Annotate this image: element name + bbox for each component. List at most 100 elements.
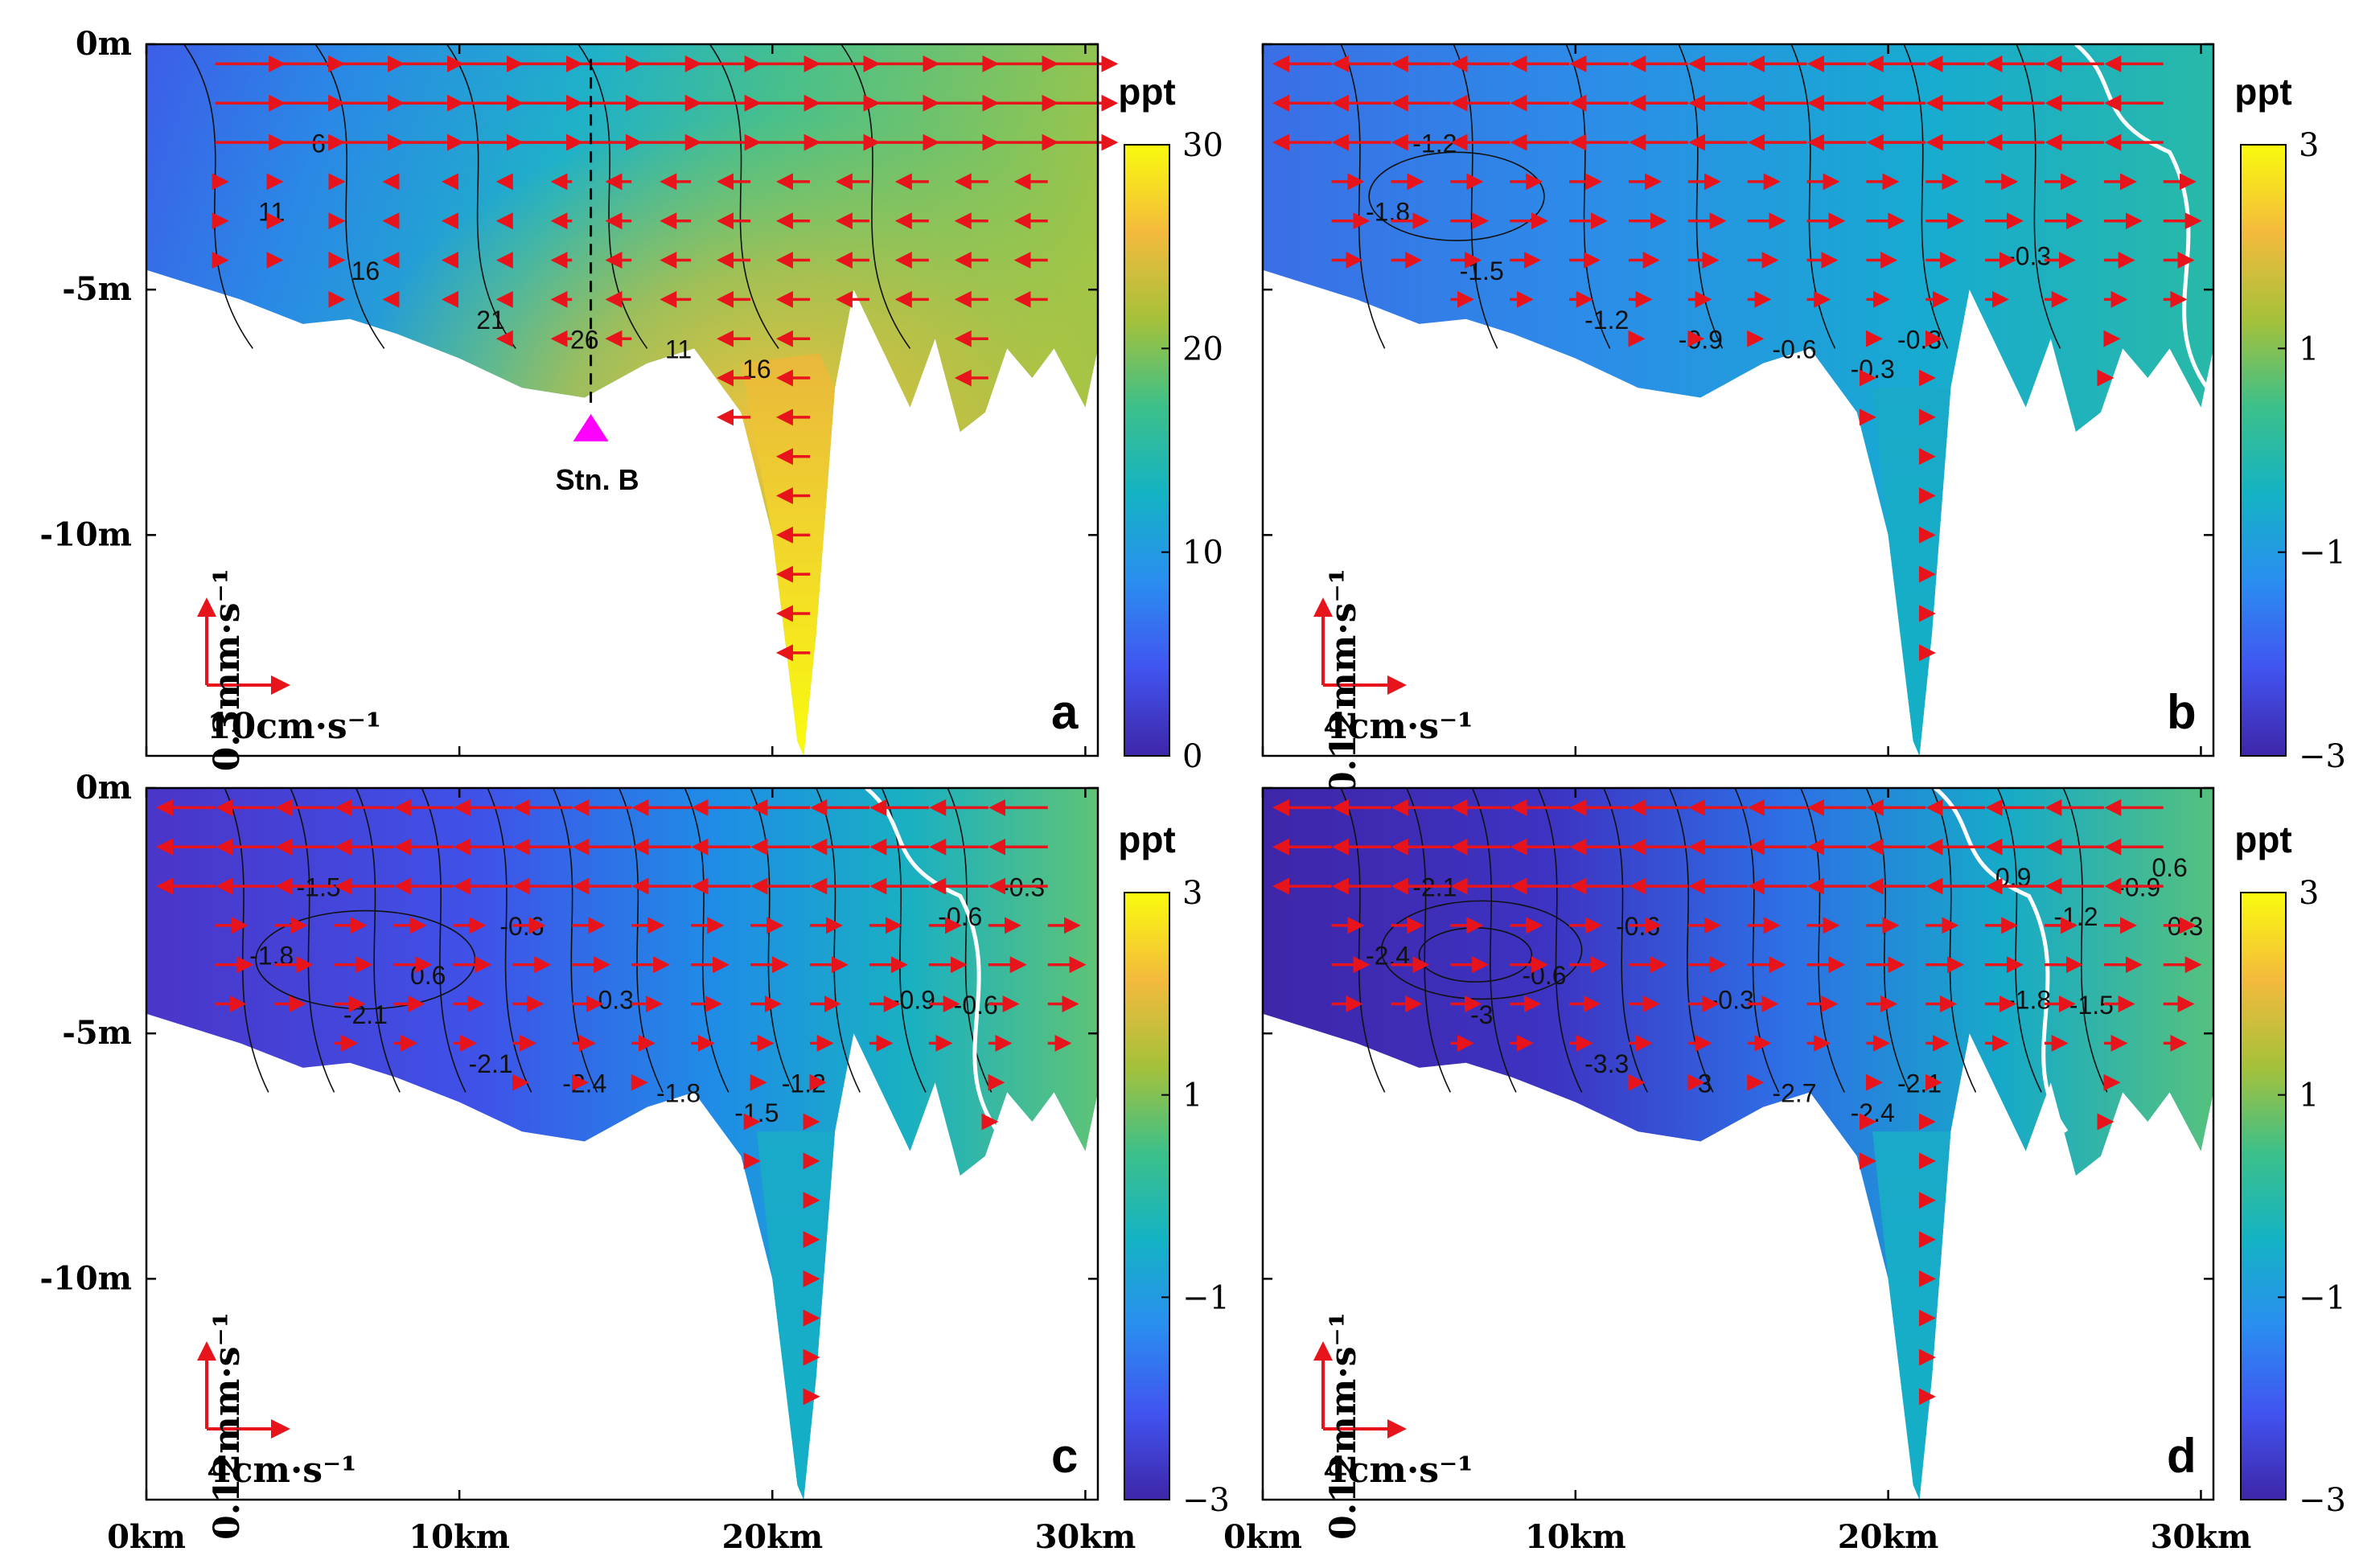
contour-line bbox=[1603, 787, 1648, 1093]
y-tick-label: -10m bbox=[39, 1259, 132, 1297]
contour-line bbox=[2062, 787, 2108, 1093]
contour-line bbox=[1340, 43, 1386, 349]
contour-line bbox=[840, 43, 911, 349]
y-tick-label: -5m bbox=[62, 270, 132, 308]
contour-line bbox=[2016, 43, 2061, 349]
contour-label: -0.3 bbox=[2007, 242, 2051, 271]
colorbar-unit: ppt bbox=[1118, 71, 1176, 113]
x-tick-label: 0km bbox=[107, 1518, 186, 1556]
colorbar-tick-label: 3 bbox=[2299, 875, 2319, 912]
contour-line bbox=[290, 787, 335, 1093]
contour-line bbox=[355, 787, 401, 1093]
contour-label: -1.8 bbox=[656, 1079, 701, 1108]
colorbar-tick-label: −1 bbox=[2299, 1279, 2346, 1316]
x-tick-label: 0km bbox=[1223, 1518, 1302, 1556]
colorbar bbox=[2240, 144, 2287, 757]
station-label: Stn. B bbox=[556, 463, 639, 496]
colorbar-tick-label: 1 bbox=[1182, 1077, 1202, 1114]
contour-line bbox=[1471, 787, 1517, 1093]
x-tick-label: 20km bbox=[721, 1518, 823, 1556]
contour-line bbox=[446, 43, 516, 349]
contour-label: 11 bbox=[665, 335, 692, 364]
y-tick-label: -10m bbox=[39, 515, 132, 553]
channel-fill bbox=[1872, 388, 1951, 756]
colorbar bbox=[2240, 892, 2287, 1500]
contour-line bbox=[1406, 787, 1452, 1093]
water-section bbox=[146, 788, 1098, 1500]
contour-line bbox=[1453, 43, 1498, 349]
colorbar-tick-label: 1 bbox=[2299, 1077, 2319, 1114]
x-tick-label: 30km bbox=[2151, 1518, 2252, 1556]
contour-label: -1.2 bbox=[1584, 306, 1629, 335]
salinity-core bbox=[146, 44, 1098, 756]
contour-label: 0.6 bbox=[2151, 853, 2187, 882]
contour-line bbox=[183, 43, 253, 349]
scale-label-vertical: 0.12mm·s⁻¹ bbox=[1323, 1312, 1364, 1540]
axes-frame bbox=[1261, 43, 2215, 757]
contour-line bbox=[314, 43, 385, 349]
zero-contour bbox=[865, 786, 1000, 1133]
colorbar-tick-label: 20 bbox=[1182, 330, 1223, 367]
contour-label: -2.7 bbox=[1772, 1079, 1816, 1108]
axes-frame bbox=[145, 43, 1099, 757]
channel-fill bbox=[1872, 1131, 1951, 1500]
colorbar bbox=[1124, 892, 1170, 1500]
colorbar-tick-label: −1 bbox=[1182, 1279, 1230, 1316]
contour-label: -2.1 bbox=[468, 1049, 512, 1078]
panel-letter: a bbox=[1051, 685, 1079, 739]
zero-contour bbox=[1934, 786, 2069, 1133]
contour-line bbox=[1903, 43, 1949, 349]
station-marker bbox=[573, 413, 609, 441]
panel-d: -2.1-2.4-3-3.3-3 -2.7-2.4-2.1-1.8 -1.5-1.2… bbox=[1223, 786, 2346, 1556]
vector-field bbox=[1272, 55, 2202, 662]
contour-line bbox=[709, 43, 779, 349]
water-section bbox=[1263, 44, 2213, 756]
contour-line bbox=[816, 787, 861, 1093]
contour-label: 11 bbox=[258, 198, 285, 227]
contour-label: 0.3 bbox=[598, 986, 633, 1015]
contour-label: 26 bbox=[570, 325, 599, 354]
scale-label-vertical: 0.3mm·s⁻¹ bbox=[207, 569, 248, 771]
contour-line bbox=[1865, 787, 1911, 1093]
contour-line bbox=[487, 787, 532, 1093]
colorbar-unit: ppt bbox=[2234, 71, 2292, 113]
colorbar-tick-label: 3 bbox=[2299, 127, 2319, 164]
contour-label: -1.8 bbox=[2007, 986, 2051, 1015]
x-tick-label: 10km bbox=[409, 1518, 510, 1556]
y-tick-label: -5m bbox=[62, 1014, 132, 1052]
channel-fill bbox=[756, 1131, 836, 1500]
scale-label-horizontal: 4cm·s⁻¹ bbox=[1323, 706, 1473, 747]
y-tick-label: 0m bbox=[76, 25, 132, 63]
colorbar-tick-label: 1 bbox=[2299, 330, 2319, 367]
colorbar-tick-label: −3 bbox=[2299, 1482, 2346, 1519]
panel-c: -1.5-1.8-2.1-2.1-2.4 -1.8-1.5-1.2-0.9 -0.6… bbox=[39, 769, 1230, 1556]
contour-label: -0.6 bbox=[1772, 335, 1816, 364]
colorbar-tick-label: 30 bbox=[1182, 127, 1223, 164]
scale-label-horizontal: 4cm·s⁻¹ bbox=[207, 1450, 357, 1491]
contour-lines bbox=[183, 43, 911, 349]
panel-letter: c bbox=[1051, 1429, 1078, 1483]
contour-closed bbox=[1368, 151, 1545, 241]
contour-label: 16 bbox=[351, 257, 380, 285]
contour-line bbox=[577, 43, 648, 349]
colorbar-tick-label: 3 bbox=[1182, 875, 1202, 912]
contour-label: -0.9 bbox=[891, 986, 935, 1015]
scale-label-horizontal: 4cm·s⁻¹ bbox=[1323, 1450, 1473, 1491]
vector-field bbox=[156, 798, 1087, 1406]
contour-line bbox=[1565, 43, 1611, 349]
contour-line bbox=[224, 787, 269, 1093]
axes-frame bbox=[1261, 786, 2215, 1501]
colorbar-tick-label: −3 bbox=[1182, 1482, 1230, 1519]
colorbar-unit: ppt bbox=[1118, 819, 1176, 860]
scale-label-vertical: 0.12mm·s⁻¹ bbox=[207, 1312, 248, 1540]
x-tick-label: 10km bbox=[1525, 1518, 1626, 1556]
contour-label: -3.3 bbox=[1584, 1049, 1629, 1078]
contour-line bbox=[1996, 787, 2042, 1093]
water-section bbox=[1263, 788, 2213, 1500]
panel-b: -1.2-1.8-1.5-1.2-0.9 -0.6-0.3-0.3-0.3b0.1… bbox=[1261, 43, 2346, 796]
contour-line bbox=[1931, 787, 1977, 1093]
y-tick-label: 0m bbox=[76, 769, 132, 807]
panel-letter: b bbox=[2167, 685, 2197, 739]
